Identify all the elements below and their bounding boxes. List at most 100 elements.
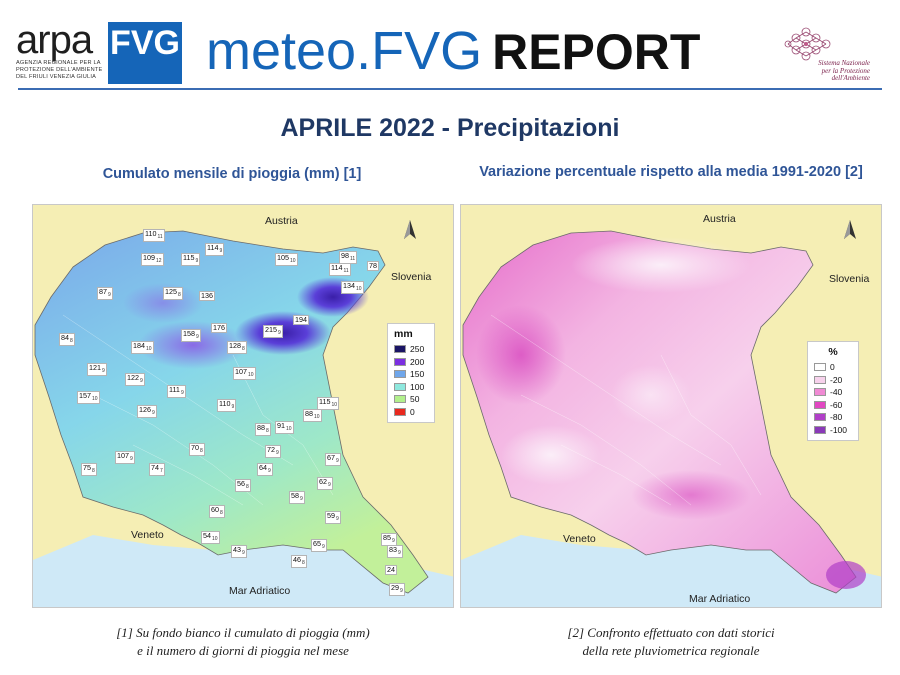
right-sea-label: Mar Adriatico xyxy=(689,593,751,605)
rainfall-legend-item: 0 xyxy=(394,406,428,419)
rain-station-label: 136 xyxy=(199,291,215,301)
rain-station-value: 114 xyxy=(207,243,219,252)
rain-station-days: 8 xyxy=(266,428,269,434)
rain-station-days: 9 xyxy=(108,292,111,298)
right-map-caption: [2] Confronto effettuato con dati storic… xyxy=(567,625,775,658)
rain-station-value: 84 xyxy=(61,333,69,342)
rain-station-days: 10 xyxy=(314,414,320,420)
rainfall-legend-label: 0 xyxy=(410,406,415,417)
report-header: ARPA FVG AGENZIA REGIONALE PER LA PROTEZ… xyxy=(0,0,900,90)
rainfall-legend-item: 200 xyxy=(394,356,428,369)
rain-station-days: 8 xyxy=(302,560,305,566)
rain-station-days: 9 xyxy=(400,588,403,594)
anomaly-legend-item: -60 xyxy=(814,399,852,412)
right-map-subtitle: Variazione percentuale rispetto alla med… xyxy=(479,164,863,180)
rainfall-legend-item: 250 xyxy=(394,343,428,356)
snpa-network-icon xyxy=(784,27,831,61)
left-map-caption: [1] Su fondo bianco il cumulato di piogg… xyxy=(116,625,370,658)
rain-station-label: 78 xyxy=(367,261,379,271)
rain-station-label: 15710 xyxy=(77,391,100,404)
rain-station-value: 70 xyxy=(191,443,199,452)
rain-station-days: 9 xyxy=(276,450,279,456)
rain-station-value: 75 xyxy=(83,463,91,472)
anomaly-legend: % 0 -20 -40 -60 -80 -100 xyxy=(807,341,859,441)
rain-station-label: 708 xyxy=(189,443,205,456)
rain-station-value: 176 xyxy=(213,323,225,332)
left-sea-label: Mar Adriatico xyxy=(229,585,291,597)
anomaly-legend-title: % xyxy=(828,346,838,358)
anomaly-legend-label: -80 xyxy=(830,412,843,423)
rain-station-days: 9 xyxy=(180,390,184,396)
rain-station-label: 589 xyxy=(289,491,305,504)
rain-station-value: 43 xyxy=(233,545,241,554)
anomaly-legend-swatch xyxy=(814,363,826,372)
meteo-fvg-report-brand: meteo.FVG REPORT xyxy=(206,20,700,81)
rain-station-days: 7 xyxy=(160,468,163,474)
rain-station-days: 11 xyxy=(350,256,356,262)
rain-station-value: 64 xyxy=(259,463,267,472)
rain-station-value: 128 xyxy=(229,341,241,350)
rain-station-value: 107 xyxy=(117,451,129,460)
rain-station-label: 194 xyxy=(293,315,309,325)
rainfall-legend-label: 100 xyxy=(410,381,425,392)
rain-station-label: 10510 xyxy=(275,253,298,266)
rain-station-value: 98 xyxy=(341,251,349,260)
rain-station-value: 72 xyxy=(267,445,275,454)
rain-station-label: 879 xyxy=(97,287,113,300)
rain-station-value: 91 xyxy=(277,421,285,430)
right-north-arrow-icon xyxy=(844,220,856,239)
rain-station-days: 10 xyxy=(212,536,218,542)
rain-station-value: 56 xyxy=(237,479,245,488)
rain-station-days: 9 xyxy=(328,482,331,488)
rain-station-label: 439 xyxy=(231,545,247,558)
rain-station-days: 9 xyxy=(130,456,133,462)
rain-station-value: 46 xyxy=(293,555,301,564)
rain-station-days: 8 xyxy=(246,484,249,490)
rain-station-label: 659 xyxy=(311,539,327,552)
rain-station-days: 9 xyxy=(152,410,155,416)
anomaly-legend-swatch xyxy=(814,413,826,422)
rain-station-value: 121 xyxy=(89,363,101,372)
rain-station-days: 8 xyxy=(220,510,223,516)
rain-station-days: 9 xyxy=(242,550,245,556)
rain-station-value: 24 xyxy=(387,565,395,574)
right-austria-label: Austria xyxy=(703,213,736,225)
left-veneto-label: Veneto xyxy=(131,529,164,541)
rain-station-value: 83 xyxy=(389,545,397,554)
rainfall-anomaly-map: Austria Slovenia Veneto Mar Adriatico % … xyxy=(460,204,882,608)
rain-station-value: 134 xyxy=(343,281,355,290)
rain-station-label: 888 xyxy=(255,423,271,436)
rain-station-days: 9 xyxy=(102,368,105,374)
rain-station-days: 8 xyxy=(242,346,245,352)
rain-station-label: 758 xyxy=(81,463,97,476)
rain-station-value: 115 xyxy=(319,397,331,406)
rain-station-label: 8810 xyxy=(303,409,322,422)
rain-station-value: 65 xyxy=(313,539,321,548)
rain-station-label: 468 xyxy=(291,555,307,568)
rain-station-days: 8 xyxy=(70,338,73,344)
rain-station-value: 122 xyxy=(127,373,139,382)
rain-station-value: 125 xyxy=(165,287,177,296)
rain-station-value: 115 xyxy=(183,253,195,262)
rainfall-legend-item: 100 xyxy=(394,381,428,394)
rain-station-value: 157 xyxy=(79,391,91,400)
rainfall-legend-swatch xyxy=(394,370,406,379)
rain-station-days: 9 xyxy=(300,496,303,502)
rain-station-label: 10710 xyxy=(233,367,256,380)
rain-station-days: 11 xyxy=(157,234,163,240)
rain-station-days: 10 xyxy=(331,402,338,408)
rain-station-days: 8 xyxy=(178,292,181,298)
rain-station-value: 29 xyxy=(391,583,399,592)
rain-station-days: 9 xyxy=(278,330,281,336)
rain-station-label: 13410 xyxy=(341,281,364,294)
rain-station-label: 679 xyxy=(325,453,341,466)
rain-station-label: 629 xyxy=(317,477,333,490)
rain-station-label: 1288 xyxy=(227,341,247,354)
rainfall-legend-title: mm xyxy=(394,328,413,340)
rain-station-value: 60 xyxy=(211,505,219,514)
right-slovenia-label: Slovenia xyxy=(829,273,870,285)
rain-station-value: 88 xyxy=(257,423,265,432)
rain-station-value: 88 xyxy=(305,409,313,418)
arpa-logo-word: ARPA xyxy=(16,18,93,62)
rain-station-label: 649 xyxy=(257,463,273,476)
